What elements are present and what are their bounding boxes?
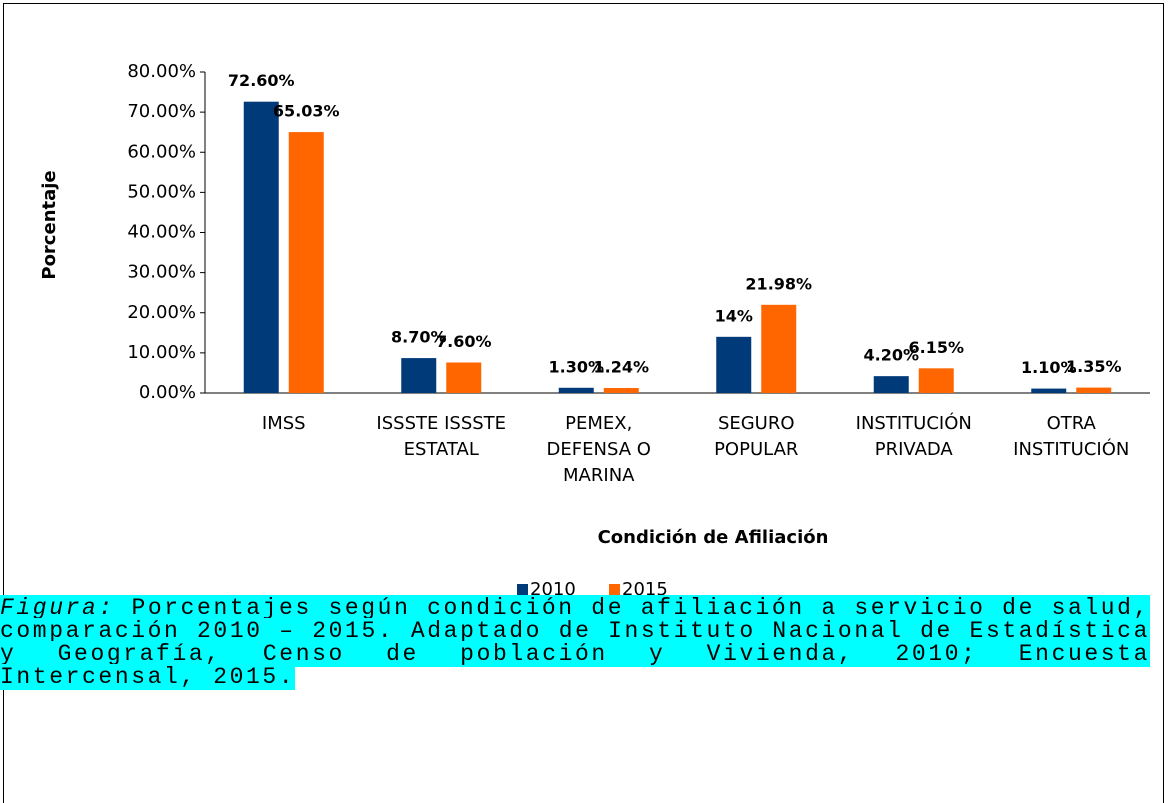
bar [243,101,279,393]
bar [288,132,324,393]
chart: Porcentaje Condición de Afiliación 0.00%… [39,61,1150,600]
y-tick-label: 30.00% [127,262,196,283]
y-tick-label: 80.00% [127,61,196,82]
bar [446,362,482,393]
value-label: 7.60% [436,332,492,351]
y-axis-label: Porcentaje [39,170,60,279]
y-tick-label: 70.00% [127,101,196,122]
value-label: 1.24% [593,358,649,377]
value-label: 1.10% [1021,358,1077,377]
caption-text: Porcentajes según condición de afiliació… [0,595,1150,690]
value-label: 14% [715,306,753,325]
x-tick-line: PEMEX, [565,413,632,434]
x-axis-label: Condición de Afiliación [598,527,829,548]
y-tick-label: 10.00% [127,342,196,363]
frame [3,3,1164,803]
x-tick-line: MARINA [563,465,635,486]
value-label: 1.30% [548,357,604,376]
y-tick-label: 50.00% [127,181,196,202]
x-tick-line: INSTITUCIÓN [856,412,972,434]
caption: Figura: Porcentajes según condición de a… [0,595,1150,690]
x-tick-label: ISSSTE ISSSTE ESTATAL [376,413,506,460]
caption-label: Figura: [0,595,115,621]
bar [716,336,752,393]
x-tick-line: DEFENSA O [547,439,651,460]
bar [603,388,639,393]
value-label: 21.98% [745,274,812,293]
x-tick-line: ISSSTE ISSSTE [376,413,506,434]
bar [873,376,909,393]
x-tick-line: POPULAR [714,439,798,460]
value-label: 1.35% [1066,357,1122,376]
y-tick-label: 60.00% [127,141,196,162]
value-label: 6.15% [908,338,964,357]
x-tick-line: IMSS [262,413,306,434]
bar [761,304,797,393]
y-tick-label: 20.00% [127,302,196,323]
x-tick-label: PEMEX, DEFENSA O MARINA [547,413,651,486]
x-tick-label: OTRA INSTITUCIÓN [1013,413,1129,460]
bar [401,358,437,393]
x-tick-label: IMSS [262,413,306,434]
bar [1031,388,1067,393]
bar [918,368,954,393]
legend-label: 2015 [622,579,668,600]
value-label: 4.20% [863,346,919,365]
bar [1076,387,1112,393]
legend-label: 2010 [530,579,576,600]
x-tick-line: ESTATAL [404,439,479,460]
legend-swatch [609,584,620,595]
y-tick-label: 40.00% [127,222,196,243]
legend-swatch [517,584,528,595]
x-tick-label: INSTITUCIÓN PRIVADA [856,412,972,460]
y-tick-label: 0.00% [139,382,196,403]
x-tick-line: OTRA [1047,413,1097,434]
x-tick-line: SEGURO [718,413,795,434]
x-tick-line: INSTITUCIÓN [1013,438,1129,460]
x-tick-label: SEGURO POPULAR [714,413,798,460]
value-label: 8.70% [391,328,447,347]
value-label: 72.60% [228,71,295,90]
bar [558,387,594,393]
value-label: 65.03% [273,102,340,121]
x-tick-line: PRIVADA [875,439,954,460]
